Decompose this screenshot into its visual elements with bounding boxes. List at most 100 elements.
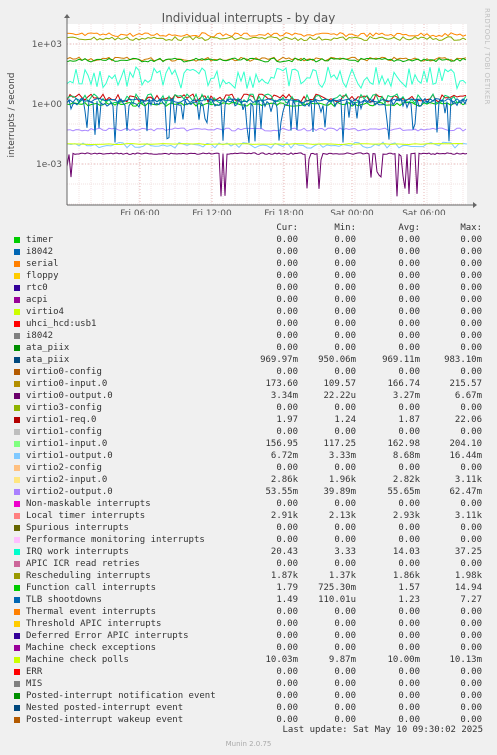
legend-min-value: 725.30m — [318, 583, 356, 593]
legend-label: Non-maskable interrupts — [26, 499, 151, 509]
series-line-virtio1-output — [66, 141, 468, 149]
legend-cur-value: 0.00 — [276, 271, 298, 281]
legend-cur-value: 173.60 — [265, 379, 298, 389]
legend-swatch — [14, 345, 20, 351]
legend-label: virtio2-config — [26, 463, 102, 473]
legend-label: virtio3-config — [26, 403, 102, 413]
legend-swatch — [14, 705, 20, 711]
legend-avg-value: 0.00 — [398, 703, 420, 713]
header-max: Max: — [460, 223, 482, 233]
legend-row: floppy 0.00 0.00 0.00 0.00 — [0, 270, 497, 282]
legend-min-value: 0.00 — [334, 283, 356, 293]
legend-max-value: 0.00 — [460, 643, 482, 653]
legend-cur-value: 2.91k — [270, 511, 298, 521]
legend-cur-value: 0.00 — [276, 463, 298, 473]
legend-label: rtc0 — [26, 283, 48, 293]
legend-max-value: 0.00 — [460, 403, 482, 413]
legend-label: Local timer interrupts — [26, 511, 146, 521]
legend-avg-value: 0.00 — [398, 631, 420, 641]
legend-swatch — [14, 681, 20, 687]
legend-max-value: 0.00 — [460, 667, 482, 677]
legend-avg-value: 3.27m — [392, 391, 420, 401]
legend-cur-value: 1.97 — [276, 415, 298, 425]
legend-cur-value: 0.00 — [276, 559, 298, 569]
legend-label: i8042 — [26, 331, 54, 341]
legend-max-value: 1.98k — [454, 571, 482, 581]
legend-label: Deferred Error APIC interrupts — [26, 631, 189, 641]
legend-max-value: 14.94 — [454, 583, 482, 593]
series-line-local-timer-interrupts — [66, 32, 467, 38]
legend-label: virtio0-input.0 — [26, 379, 108, 389]
legend-avg-value: 0.00 — [398, 715, 420, 725]
legend-row: Nested posted-interrupt event 0.00 0.00 0.0… — [0, 702, 497, 714]
legend-min-value: 0.00 — [334, 343, 356, 353]
legend-swatch — [14, 369, 20, 375]
legend-row: Machine check exceptions 0.00 0.00 0.00 0.00 — [0, 642, 497, 654]
legend-row: MIS 0.00 0.00 0.00 0.00 — [0, 678, 497, 690]
legend-row: virtio2-input.0 2.86k 1.96k 2.82k 3.11k — [0, 474, 497, 486]
legend-avg-value: 0.00 — [398, 367, 420, 377]
header-cur: Cur: — [276, 223, 298, 233]
legend-avg-value: 55.65m — [387, 487, 420, 497]
legend-max-value: 0.00 — [460, 703, 482, 713]
legend-swatch — [14, 525, 20, 531]
legend-avg-value: 2.82k — [392, 475, 420, 485]
series-line-irq-work-interrupts — [66, 65, 467, 91]
legend-min-value: 0.00 — [334, 631, 356, 641]
legend-avg-value: 0.00 — [398, 691, 420, 701]
legend-avg-value: 0.00 — [398, 271, 420, 281]
legend-avg-value: 0.00 — [398, 535, 420, 545]
legend-row: virtio1-config 0.00 0.00 0.00 0.00 — [0, 426, 497, 438]
legend-cur-value: 1.49 — [276, 595, 298, 605]
legend-label: timer — [26, 235, 54, 245]
legend-max-value: 3.11k — [454, 475, 482, 485]
legend-label: Thermal event interrupts — [26, 607, 157, 617]
legend-min-value: 3.33 — [334, 547, 356, 557]
legend-swatch — [14, 321, 20, 327]
legend-min-value: 0.00 — [334, 499, 356, 509]
legend-label: Function call interrupts — [26, 583, 157, 593]
legend-row: Machine check polls 10.03m 9.87m 10.00m 10.1… — [0, 654, 497, 666]
legend-max-value: 0.00 — [460, 283, 482, 293]
legend-cur-value: 0.00 — [276, 307, 298, 317]
legend-avg-value: 166.74 — [387, 379, 420, 389]
legend-row: Posted-interrupt notification event 0.00 0… — [0, 690, 497, 702]
x-tick-label: Fri 06:00 — [120, 209, 160, 215]
legend-row: virtio4 0.00 0.00 0.00 0.00 — [0, 306, 497, 318]
legend-swatch — [14, 381, 20, 387]
legend-avg-value: 1.57 — [398, 583, 420, 593]
legend-row: Local timer interrupts 2.91k 2.13k 2.93k 3.1… — [0, 510, 497, 522]
legend-swatch — [14, 549, 20, 555]
legend-min-value: 3.33m — [328, 451, 356, 461]
legend-max-value: 6.67m — [454, 391, 482, 401]
legend-min-value: 0.00 — [334, 463, 356, 473]
legend-row: IRQ work interrupts 20.43 3.33 14.03 37.25 — [0, 546, 497, 558]
legend-swatch — [14, 465, 20, 471]
legend-row: Non-maskable interrupts 0.00 0.00 0.00 0.00 — [0, 498, 497, 510]
legend-row: virtio1-output.0 6.72m 3.33m 8.68m 16.44m — [0, 450, 497, 462]
legend-avg-value: 0.00 — [398, 235, 420, 245]
legend-label: Posted-interrupt notification event — [26, 691, 216, 701]
legend-min-value: 0.00 — [334, 427, 356, 437]
legend-max-value: 0.00 — [460, 427, 482, 437]
legend-avg-value: 0.00 — [398, 523, 420, 533]
legend-swatch — [14, 513, 20, 519]
legend-swatch — [14, 393, 20, 399]
legend-swatch — [14, 297, 20, 303]
series-line-machine-check-polls — [66, 142, 464, 146]
legend-min-value: 9.87m — [328, 655, 356, 665]
legend-swatch — [14, 441, 20, 447]
legend-label: virtio2-output.0 — [26, 487, 113, 497]
legend-swatch — [14, 261, 20, 267]
legend-min-value: 0.00 — [334, 607, 356, 617]
legend-row: virtio0-output.0 3.34m 22.22u 3.27m 6.67m — [0, 390, 497, 402]
legend-swatch — [14, 717, 20, 723]
legend-avg-value: 0.00 — [398, 619, 420, 629]
legend-min-value: 22.22u — [323, 391, 356, 401]
legend-swatch — [14, 633, 20, 639]
legend-label: TLB shootdowns — [26, 595, 102, 605]
munin-version: Munin 2.0.75 — [225, 740, 272, 748]
legend-cur-value: 0.00 — [276, 679, 298, 689]
legend-row: TLB shootdowns 1.49 110.01u 1.23 7.27 — [0, 594, 497, 606]
legend-cur-value: 0.00 — [276, 247, 298, 257]
